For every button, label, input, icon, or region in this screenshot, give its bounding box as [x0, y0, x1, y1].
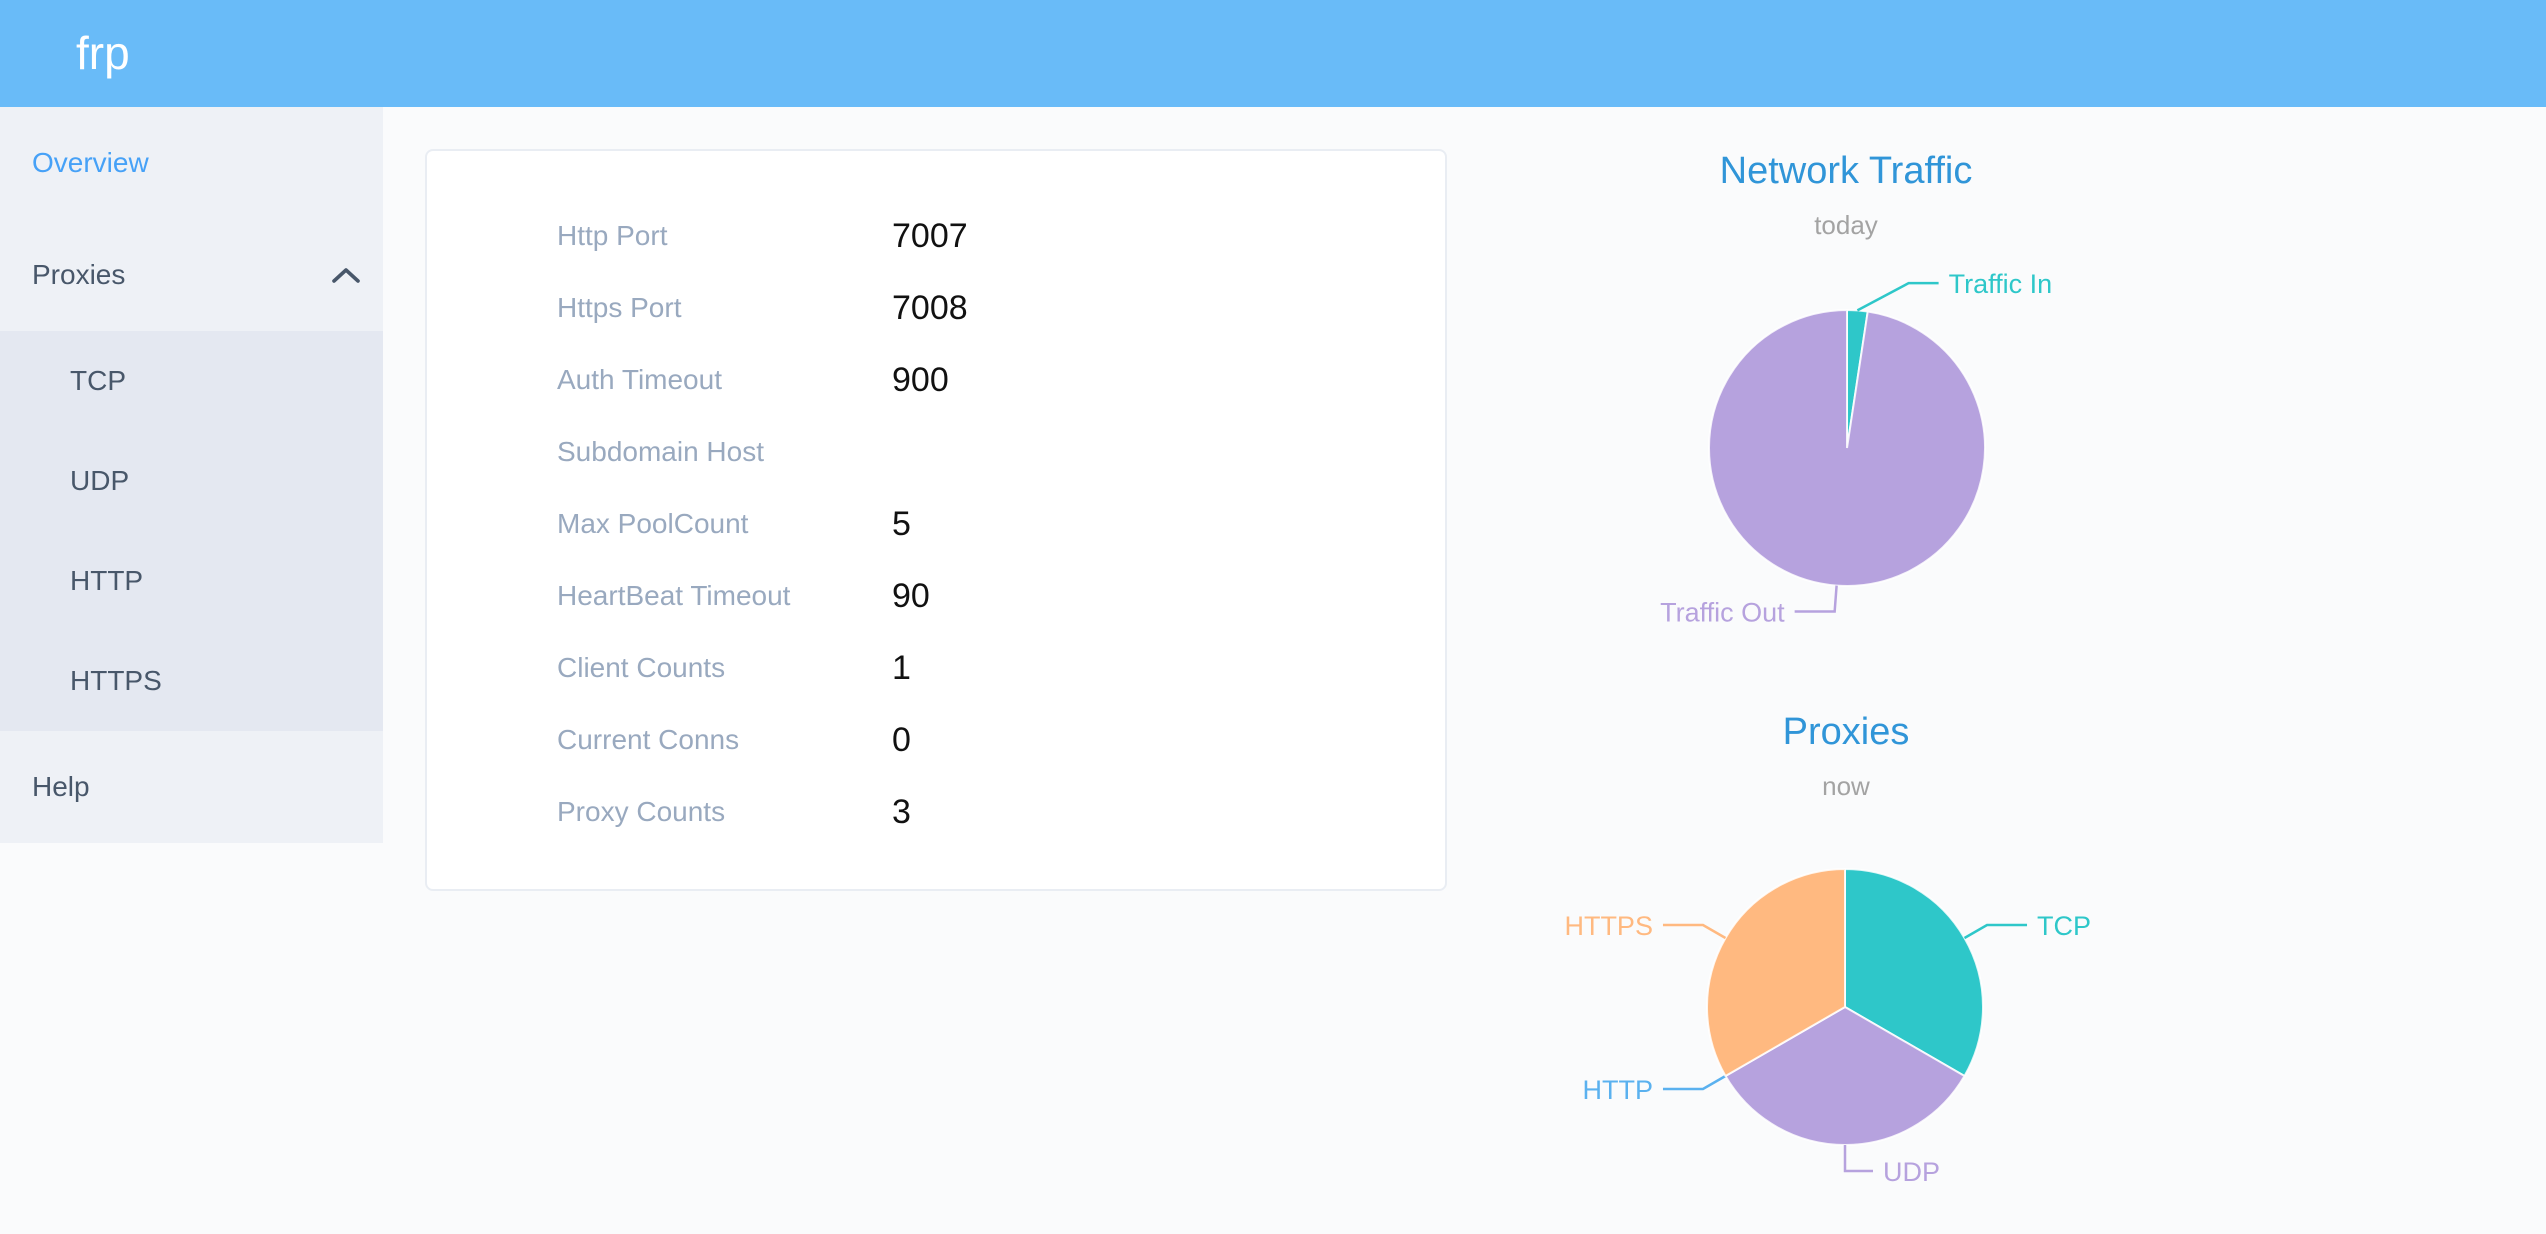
info-row-heartbeat-timeout: HeartBeat Timeout 90 — [427, 560, 1445, 632]
info-value: 0 — [892, 720, 911, 759]
info-value: 900 — [892, 360, 949, 399]
pie-label-line-traffic-out — [1794, 585, 1838, 613]
sidebar-menu: Overview Proxies TCP UDP HTTP HTTPS Help — [0, 107, 383, 843]
pie-label-traffic-in: Traffic In — [1949, 269, 2053, 299]
info-row-subdomain-host: Subdomain Host — [427, 416, 1445, 488]
info-label: Client Counts — [557, 652, 726, 683]
info-label: Https Port — [557, 292, 682, 323]
info-row-https-port: Https Port 7008 — [427, 272, 1445, 344]
network-traffic-chart-title: Network Traffic — [1719, 150, 1973, 192]
info-row-max-poolcount: Max PoolCount 5 — [427, 488, 1445, 560]
pie-label-traffic-out: Traffic Out — [1660, 598, 1785, 628]
network-traffic-chart-subtitle: today — [1814, 210, 1878, 240]
app-header: frp — [0, 0, 2546, 107]
network-traffic-pie-chart: Traffic In Traffic Out — [1660, 269, 2053, 628]
info-value: 90 — [892, 576, 930, 615]
proxies-submenu: TCP UDP HTTP HTTPS — [0, 331, 383, 731]
info-row-http-port: Http Port 7007 — [427, 200, 1445, 272]
info-label: Subdomain Host — [557, 436, 765, 467]
pie-label-line-traffic-in — [1856, 281, 1939, 312]
sidebar-item-overview-label: Overview — [32, 147, 149, 178]
pie-label-line-udp — [1843, 1145, 1873, 1173]
sidebar-item-https[interactable]: HTTPS — [0, 631, 383, 731]
sidebar-item-tcp[interactable]: TCP — [0, 331, 383, 431]
info-label: Http Port — [557, 220, 668, 251]
info-value: 7008 — [892, 288, 968, 327]
pie-label-line-https — [1662, 923, 1727, 940]
proxies-chart-title: Proxies — [1782, 711, 1910, 753]
info-label: HeartBeat Timeout — [557, 580, 791, 611]
pie-label-tcp: TCP — [2037, 911, 2091, 941]
info-value: 5 — [892, 504, 911, 543]
pie-label-line-http — [1662, 1074, 1727, 1091]
app-logo[interactable]: frp — [76, 27, 130, 79]
info-value: 1 — [892, 648, 911, 687]
info-row-proxy-counts: Proxy Counts 3 — [427, 776, 1445, 848]
sidebar-item-help[interactable]: Help — [0, 731, 383, 843]
pie-label-udp: UDP — [1883, 1157, 1940, 1187]
sidebar-item-overview[interactable]: Overview — [0, 107, 383, 219]
info-row-current-conns: Current Conns 0 — [427, 704, 1445, 776]
sidebar-item-udp[interactable]: UDP — [0, 431, 383, 531]
sidebar-item-help-label: Help — [32, 771, 90, 802]
pie-label-http: HTTP — [1582, 1075, 1653, 1105]
proxies-chart-subtitle: now — [1822, 771, 1870, 801]
sidebar-item-proxies[interactable]: Proxies — [0, 219, 383, 331]
info-value: 3 — [892, 792, 911, 831]
info-label: Current Conns — [557, 724, 740, 755]
info-label: Max PoolCount — [557, 508, 749, 539]
info-label: Auth Timeout — [557, 364, 722, 395]
pie-label-line-tcp — [1963, 923, 2028, 940]
info-label: Proxy Counts — [557, 796, 726, 827]
server-info-card: Http Port 7007 Https Port 7008 Auth Time… — [425, 149, 1447, 891]
pie-slice-traffic-out[interactable] — [1708, 308, 1986, 587]
proxies-pie-chart: TCP UDP HTTP HTTPS — [1564, 867, 2091, 1187]
pie-label-https: HTTPS — [1564, 911, 1653, 941]
sidebar-item-proxies-label: Proxies — [32, 259, 126, 290]
chevron-up-icon — [332, 268, 360, 283]
info-row-auth-timeout: Auth Timeout 900 — [427, 344, 1445, 416]
info-value: 7007 — [892, 216, 968, 255]
sidebar-item-http[interactable]: HTTP — [0, 531, 383, 631]
info-row-client-counts: Client Counts 1 — [427, 632, 1445, 704]
